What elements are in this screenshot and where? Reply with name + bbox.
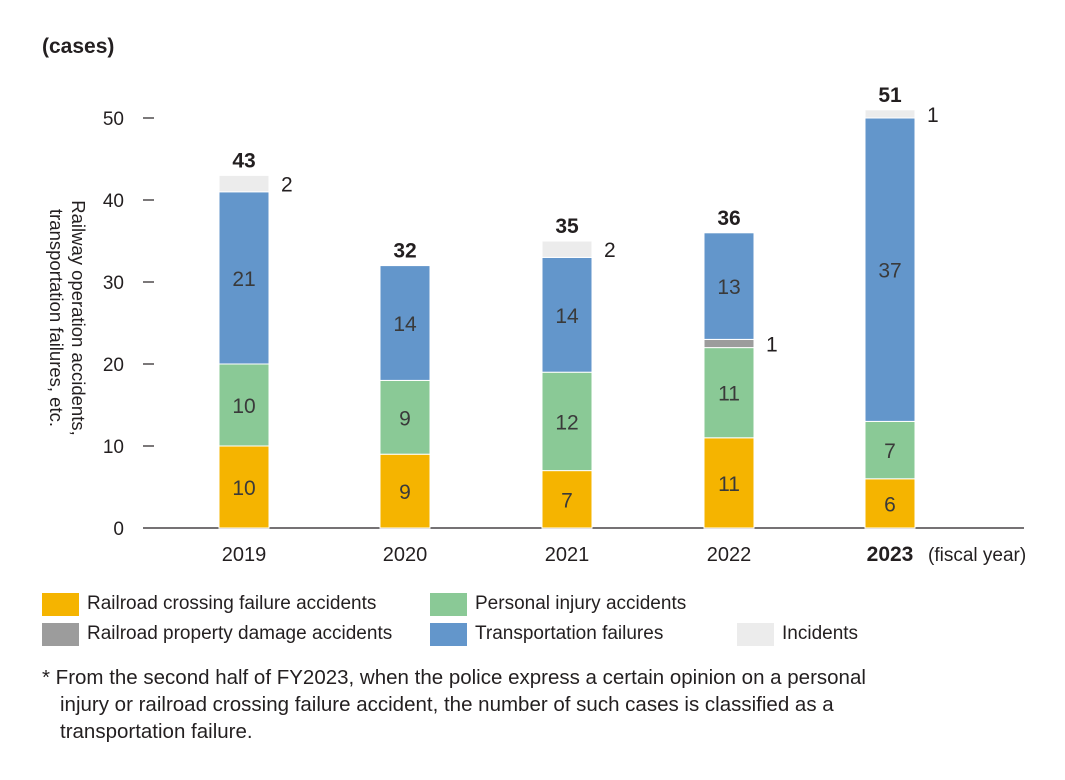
chart-bars: [218, 109, 916, 529]
total-label: 35: [555, 215, 579, 238]
legend-item-personal-injury: Personal injury accidents: [430, 591, 686, 617]
data-label-personal-injury: 7: [884, 440, 896, 463]
x-tick-label: 2021: [545, 544, 590, 566]
legend-swatch-railroad-property-damage: [42, 622, 79, 646]
legend-label-transportation-failures: Transportation failures: [475, 623, 664, 644]
legend-item-incidents: Incidents: [737, 621, 858, 647]
legend-swatch-incidents: [737, 622, 774, 646]
data-label-personal-injury: 11: [718, 383, 740, 406]
x-tick-label: 2022: [707, 544, 752, 566]
x-tick-label: 2023: [867, 543, 914, 566]
total-label: 36: [717, 207, 740, 230]
data-label-incidents: 2: [281, 174, 293, 197]
bar-segment-personal-injury: [864, 420, 916, 480]
data-label-personal-injury: 10: [232, 395, 255, 418]
data-label-railroad-crossing-failure: 6: [884, 493, 896, 516]
bar-segment-railroad-crossing-failure: [379, 453, 431, 529]
bar-segment-railroad-crossing-failure: [218, 445, 270, 529]
chart-axes: 0 10 20 30 40 50 2019 2020 2021 2022 2023 (fiscal y…: [103, 109, 1026, 566]
legend-swatch-railroad-crossing-failure: [42, 592, 79, 616]
y-tick-label: 30: [103, 273, 124, 294]
legend-label-railroad-crossing-failure: Railroad crossing failure accidents: [87, 593, 377, 614]
total-label: 43: [232, 149, 255, 172]
y-unit-label: (cases): [42, 35, 114, 58]
data-label-incidents: 2: [604, 239, 616, 262]
legend-label-personal-injury: Personal injury accidents: [475, 593, 687, 614]
x-tick-label: 2020: [383, 544, 428, 566]
y-axis-title-line-1: Railway operation accidents,: [68, 200, 89, 436]
bar-segment-transportation-failures: [541, 256, 593, 373]
data-label-incidents: 1: [927, 104, 939, 127]
legend-label-railroad-property-damage: Railroad property damage accidents: [87, 623, 393, 644]
legend-item-railroad-crossing-failure: Railroad crossing failure accidents: [42, 591, 376, 617]
y-tick-label: 20: [103, 355, 124, 376]
footnote-line-3: transportation failure.: [60, 720, 253, 743]
legend-item-transportation-failures: Transportation failures: [430, 621, 663, 647]
y-axis-title-line-2: transportation failures, etc.: [46, 209, 67, 427]
bar-segment-transportation-failures: [864, 117, 916, 422]
bar-segment-incidents: [864, 109, 916, 119]
data-label-transportation-failures: 13: [717, 276, 740, 299]
data-label-railroad-crossing-failure: 10: [232, 477, 255, 500]
data-label-transportation-failures: 37: [878, 260, 901, 283]
legend-swatch-transportation-failures: [430, 622, 467, 646]
data-label-railroad-property-damage: 1: [766, 334, 778, 357]
data-label-transportation-failures: 14: [393, 313, 417, 336]
bar-segment-transportation-failures: [703, 232, 755, 340]
bar-segment-incidents: [218, 174, 270, 193]
y-tick-label: 50: [103, 109, 124, 130]
footnote-line-2: injury or railroad crossing failure acci…: [60, 693, 834, 716]
data-label-transportation-failures: 21: [232, 268, 255, 291]
bar-segment-transportation-failures: [218, 191, 270, 365]
x-axis-suffix-label: (fiscal year): [928, 545, 1026, 566]
legend-item-railroad-property-damage: Railroad property damage accidents: [42, 621, 392, 647]
x-tick-label: 2019: [222, 544, 267, 566]
data-label-railroad-crossing-failure: 11: [718, 473, 740, 496]
bar-segment-transportation-failures: [379, 265, 431, 381]
bar-segment-personal-injury: [379, 379, 431, 455]
data-label-personal-injury: 9: [399, 407, 411, 430]
y-axis-title-group: Railway operation accidents, transportat…: [46, 200, 89, 436]
bar-segment-railroad-crossing-failure: [864, 478, 916, 529]
bar-segment-railroad-crossing-failure: [703, 437, 755, 529]
footnote-line-1: * From the second half of FY2023, when t…: [42, 666, 866, 689]
total-label: 51: [878, 84, 902, 107]
data-label-transportation-failures: 14: [555, 305, 579, 328]
bar-segment-personal-injury: [541, 371, 593, 472]
y-tick-label: 10: [103, 437, 124, 458]
legend-label-incidents: Incidents: [782, 623, 859, 644]
chart-legend: Railroad crossing failure accidents Pers…: [42, 591, 1002, 651]
data-label-railroad-crossing-failure: 9: [399, 481, 411, 504]
bar-segment-personal-injury: [703, 347, 755, 439]
legend-swatch-personal-injury: [430, 592, 467, 616]
y-tick-label: 40: [103, 191, 124, 212]
total-label: 32: [393, 240, 416, 263]
bar-segment-personal-injury: [218, 363, 270, 447]
bar-segment-incidents: [541, 240, 593, 258]
y-tick-label: 0: [113, 519, 124, 540]
data-label-personal-injury: 12: [555, 411, 578, 434]
bar-segment-railroad-property-damage: [703, 338, 755, 349]
footnote: * From the second half of FY2023, when t…: [42, 664, 1032, 745]
data-label-railroad-crossing-failure: 7: [561, 489, 573, 512]
